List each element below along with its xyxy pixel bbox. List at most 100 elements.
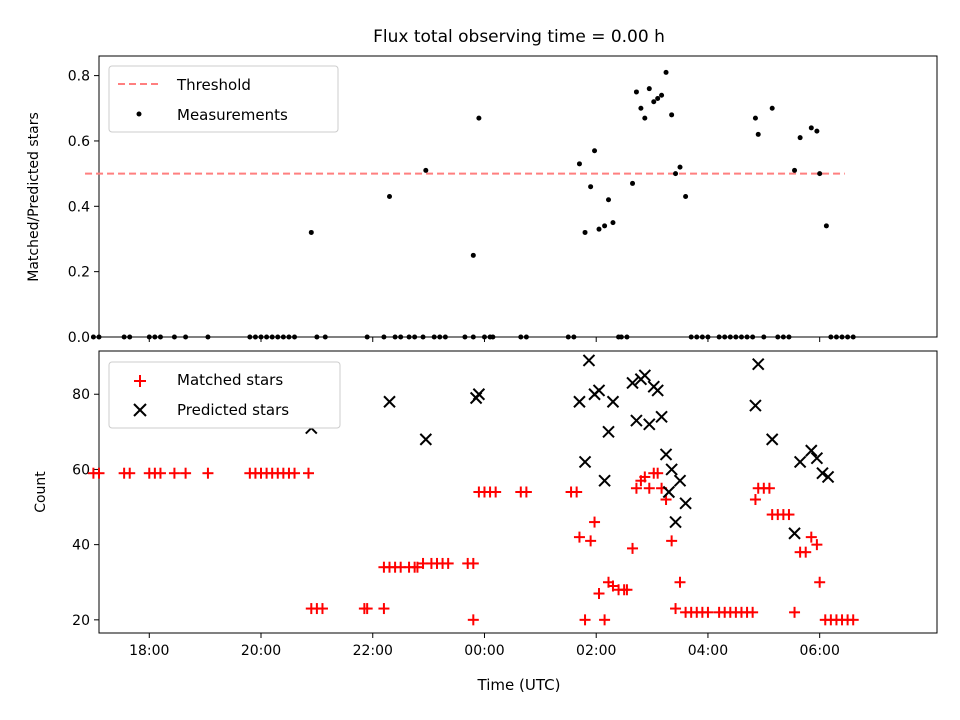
matched-star-point — [589, 516, 601, 528]
measurement-point — [659, 92, 665, 98]
measurement-point — [247, 334, 253, 340]
matched-star-point — [154, 467, 166, 479]
measurement-point — [630, 180, 636, 186]
measurement-point — [642, 115, 648, 121]
measurement-point — [387, 194, 393, 199]
measurement-point — [205, 334, 211, 340]
measurement-point — [761, 334, 767, 340]
predicted-star-point — [626, 376, 639, 390]
measurement-point — [780, 334, 786, 340]
measurement-point — [280, 334, 286, 340]
bottom-y-tick-label: 40 — [72, 538, 90, 554]
top-y-axis-label: Matched/Predicted stars — [26, 112, 42, 282]
measurement-point — [694, 334, 700, 340]
measurement-point — [716, 334, 722, 340]
top-y-tick-label: 0.2 — [68, 265, 90, 281]
measurement-point — [157, 334, 163, 340]
measurement-point — [96, 334, 102, 340]
predicted-star-point — [793, 455, 807, 469]
matched-star-point — [180, 467, 192, 479]
bottom-y-tick-label: 80 — [72, 387, 90, 403]
top-legend: Threshold Measurements — [108, 65, 339, 133]
x-tick-label: 00:00 — [464, 643, 504, 659]
measurement-point — [602, 223, 608, 229]
bottom-y-tick-label: 60 — [72, 462, 90, 478]
predicted-star-point — [638, 369, 652, 382]
measurement-point — [571, 334, 577, 340]
matched-star-point — [607, 580, 619, 592]
matched-star-point — [411, 561, 423, 573]
matched-star-point — [621, 584, 633, 596]
matched-star-point — [202, 467, 214, 479]
measurement-point — [839, 334, 845, 340]
measurement-point — [817, 171, 823, 177]
measurement-point — [518, 334, 524, 340]
predicted-star-point — [669, 515, 682, 529]
measurement-point — [490, 334, 496, 340]
predicted-star-point — [659, 448, 673, 461]
measurement-point — [90, 334, 96, 340]
predicted-star-point — [816, 466, 829, 480]
measurement-point — [412, 334, 418, 340]
matched-legend-label: Matched stars — [177, 371, 283, 389]
matched-star-point — [442, 557, 454, 569]
measurement-point — [470, 252, 476, 258]
bottom-legend-box — [108, 361, 341, 429]
matched-star-point — [490, 486, 502, 498]
measurement-point — [727, 334, 733, 340]
measurement-point — [437, 334, 443, 340]
matched-star-point — [639, 471, 651, 483]
matched-star-point — [573, 531, 585, 543]
figure-title: Flux total observing time = 0.00 h — [373, 27, 665, 47]
measurement-point — [582, 229, 588, 235]
measurement-point — [814, 128, 820, 134]
predicted-star-point — [810, 451, 824, 465]
top-chart-panel: 0.00.20.40.60.8 Matched/Predicted stars … — [26, 55, 938, 346]
measurement-point — [442, 334, 448, 340]
measurement-point — [406, 334, 412, 340]
top-y-tick-label: 0.8 — [68, 69, 90, 85]
measurement-point — [462, 334, 468, 340]
predicted-stars-series — [305, 354, 835, 540]
measurement-point — [423, 167, 429, 173]
matched-star-point — [467, 557, 479, 569]
measurements-series — [90, 69, 856, 340]
measurement-point — [673, 171, 679, 177]
matched-star-point — [520, 486, 532, 498]
measurement-point — [314, 334, 320, 340]
predicted-star-point — [662, 485, 676, 499]
measurements-legend-label: Measurements — [177, 106, 288, 124]
top-legend-box — [108, 65, 339, 133]
predicted-star-point — [673, 474, 687, 487]
top-y-tick-label: 0.0 — [68, 330, 90, 346]
measurement-point — [146, 334, 152, 340]
measurement-point — [752, 115, 758, 121]
predicted-star-point — [419, 433, 433, 446]
measurement-point — [576, 161, 582, 167]
measurement-point — [769, 105, 775, 111]
matched-star-point — [783, 509, 795, 521]
measurement-point — [481, 334, 487, 340]
measurement-point — [431, 334, 437, 340]
x-tick-label: 04:00 — [688, 643, 728, 659]
measurement-point — [381, 334, 387, 340]
matched-star-point — [316, 603, 328, 615]
bottom-axes-frame — [98, 350, 938, 634]
x-tick-label: 20:00 — [241, 643, 281, 659]
matched-star-point — [666, 535, 678, 547]
measurement-point — [683, 194, 689, 199]
measurement-point — [744, 334, 750, 340]
x-tick-label: 22:00 — [353, 643, 393, 659]
top-y-tick-label: 0.4 — [68, 199, 90, 215]
measurement-point — [633, 89, 639, 95]
predicted-star-point — [472, 388, 486, 401]
matched-star-point — [763, 482, 775, 494]
measurement-point — [828, 334, 834, 340]
predicted-star-point — [805, 444, 818, 457]
predicted-star-point — [821, 470, 835, 484]
matched-star-point — [599, 614, 611, 626]
measurement-point — [152, 334, 158, 340]
matched-star-point — [702, 606, 714, 618]
measurement-point — [596, 226, 602, 232]
matched-star-point — [289, 467, 301, 479]
